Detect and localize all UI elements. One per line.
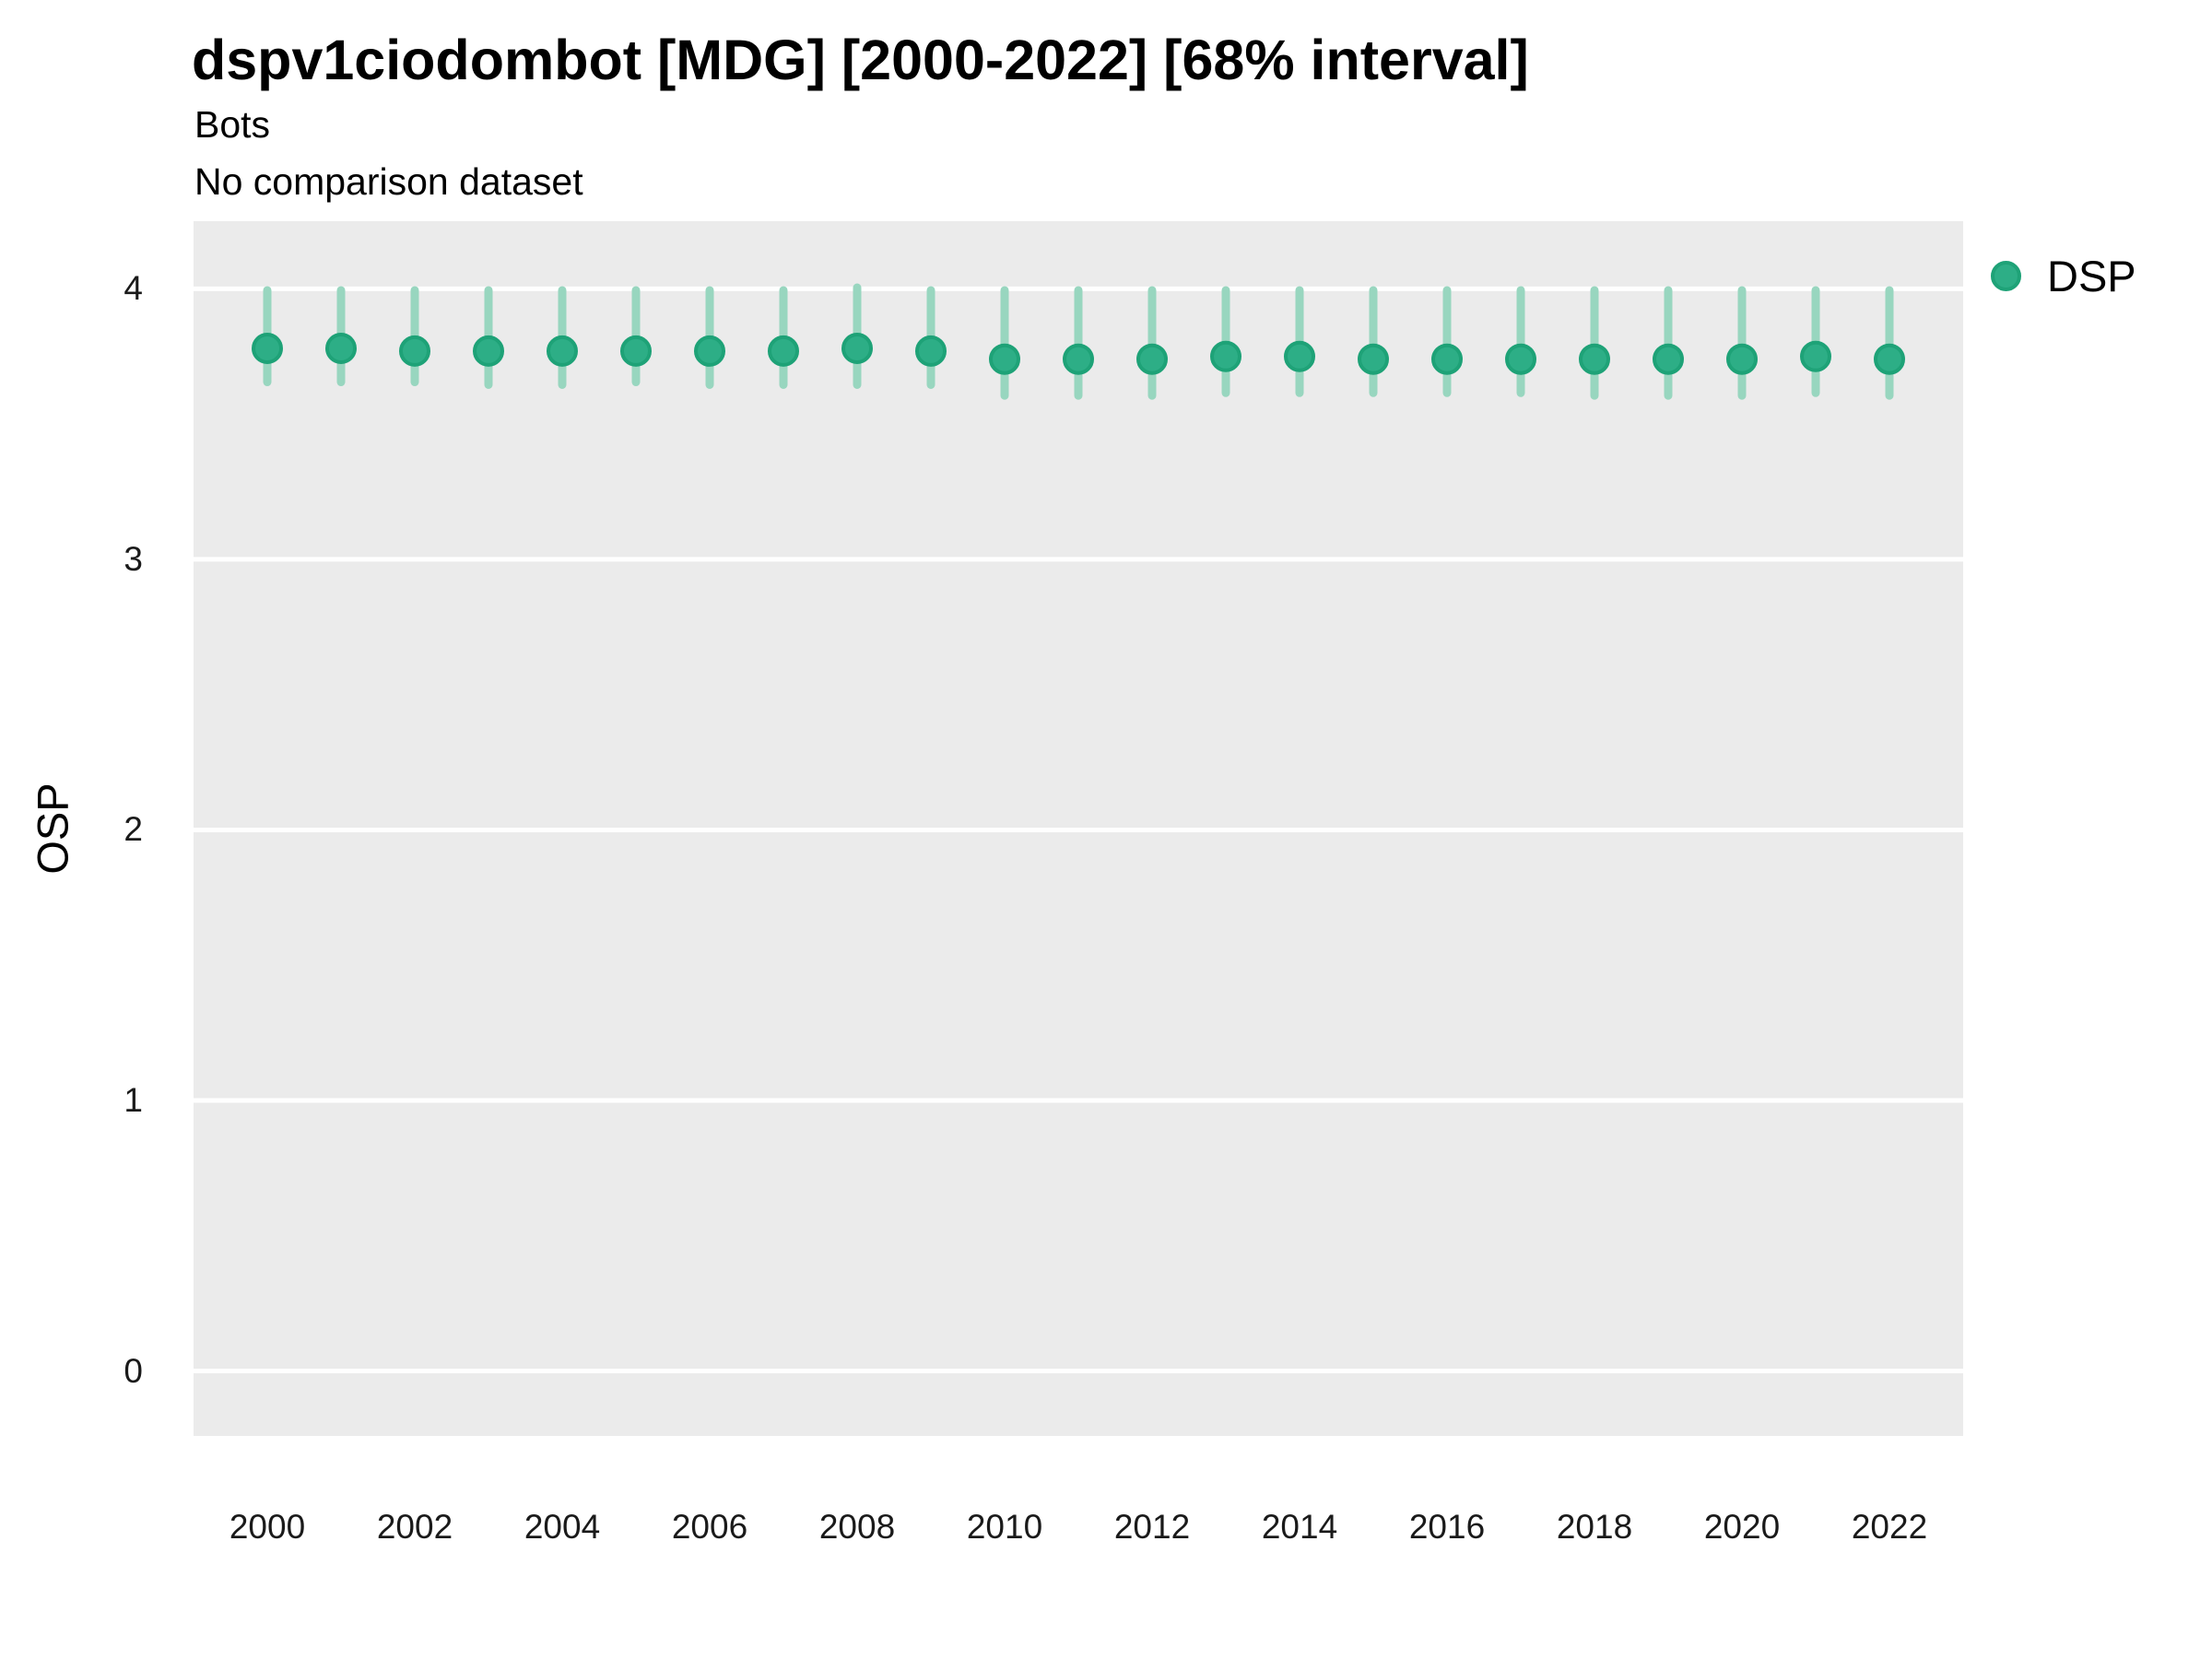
x-tick-label-2006: 2006	[671, 1508, 748, 1546]
data-point-2006	[694, 335, 725, 367]
x-tick-label-2014: 2014	[1261, 1508, 1338, 1546]
x-tick-label-2010: 2010	[966, 1508, 1043, 1546]
y-tick-label-0: 0	[124, 1351, 143, 1390]
data-point-2021	[1800, 340, 1831, 372]
data-point-2009	[915, 335, 947, 367]
x-tick-label-2020: 2020	[1703, 1508, 1781, 1546]
legend-label: DSP	[2047, 252, 2136, 300]
data-point-2010	[989, 343, 1020, 375]
data-point-2013	[1210, 340, 1241, 372]
data-point-2012	[1136, 343, 1168, 375]
data-point-2002	[399, 335, 430, 367]
data-point-2003	[473, 335, 504, 367]
y-tick-label-3: 3	[124, 539, 143, 578]
x-tick-label-2000: 2000	[229, 1508, 306, 1546]
y-tick-label-1: 1	[124, 1081, 143, 1119]
data-point-2022	[1874, 343, 1905, 375]
data-point-2018	[1579, 343, 1610, 375]
data-point-2020	[1726, 343, 1758, 375]
chart-note: No comparison dataset	[194, 160, 583, 203]
y-tick-label-2: 2	[124, 810, 143, 849]
x-tick-label-2018: 2018	[1556, 1508, 1633, 1546]
legend-point-icon	[1991, 261, 2021, 291]
x-tick-label-2012: 2012	[1113, 1508, 1191, 1546]
data-point-2016	[1431, 343, 1463, 375]
data-point-2005	[620, 335, 652, 367]
x-tick-label-2004: 2004	[524, 1508, 601, 1546]
data-point-2004	[547, 335, 578, 367]
x-tick-label-2002: 2002	[376, 1508, 453, 1546]
legend: DSP	[1991, 251, 2136, 301]
data-point-2000	[252, 332, 283, 364]
y-tick-label-4: 4	[124, 269, 143, 308]
chart-subtitle: Bots	[194, 103, 271, 146]
x-tick-label-2008: 2008	[818, 1508, 896, 1546]
data-point-2008	[841, 332, 873, 364]
chart-title: dspv1ciodombot [MDG] [2000-2022] [68% in…	[192, 29, 1529, 91]
data-point-2011	[1063, 343, 1094, 375]
data-point-2017	[1505, 343, 1536, 375]
x-tick-label-2016: 2016	[1408, 1508, 1486, 1546]
data-point-2014	[1284, 340, 1315, 372]
data-point-2019	[1653, 343, 1684, 375]
data-point-2015	[1358, 343, 1389, 375]
data-point-2001	[325, 332, 357, 364]
data-point-2007	[768, 335, 799, 367]
x-tick-label-2022: 2022	[1851, 1508, 1928, 1546]
